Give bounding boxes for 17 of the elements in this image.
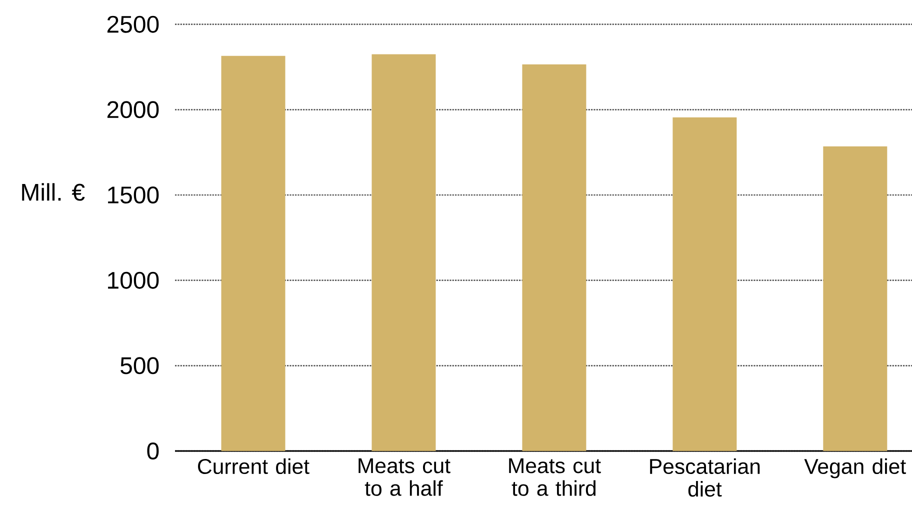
y-tick-label: 2000 (107, 101, 159, 118)
y-tick-label: 1000 (108, 272, 159, 289)
bar (823, 146, 888, 451)
bar (221, 56, 286, 451)
bar (522, 64, 586, 451)
bar (672, 117, 737, 451)
y-tick-label: 1500 (108, 186, 159, 204)
x-tick-label: Current diet (198, 458, 310, 474)
bar (372, 54, 436, 451)
y-tick-label: 500 (120, 357, 159, 374)
y-tick-label: 0 (147, 442, 159, 460)
y-tick-label: 2500 (107, 16, 159, 33)
x-tick-label: Pescatarian diet (650, 458, 760, 497)
x-tick-label: Vegan diet (804, 458, 906, 478)
x-tick-label: Meats cut to a third (509, 458, 601, 496)
y-axis-title: Mill. € (22, 183, 85, 201)
x-tick-label: Meats cut to a half (358, 458, 450, 496)
